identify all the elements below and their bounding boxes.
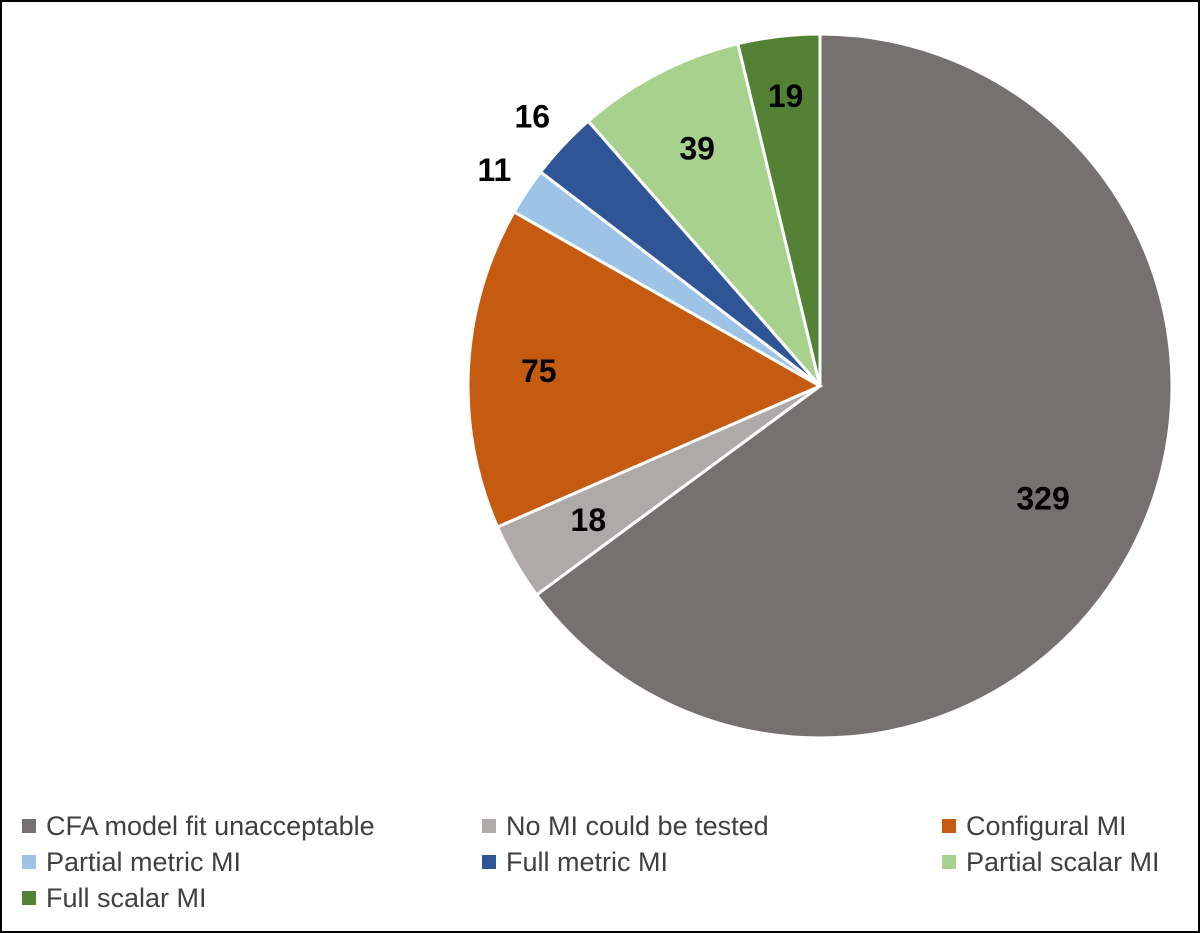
- legend-label: Full metric MI: [506, 846, 668, 877]
- legend-item-configural-mi: Configural MI: [942, 808, 1192, 844]
- legend-swatch: [22, 855, 36, 869]
- legend-label: Full scalar MI: [46, 882, 207, 913]
- legend-label: CFA model fit unacceptable: [46, 810, 375, 841]
- pie-slices: [466, 32, 1174, 740]
- data-label-configural-mi: 75: [521, 353, 557, 389]
- legend-swatch: [22, 819, 36, 833]
- data-label-cfa-model-fit-unacceptable: 329: [1016, 481, 1069, 517]
- legend-swatch: [482, 855, 496, 869]
- pie-slice-full-scalar-mi: [736, 32, 822, 387]
- legend-item-full-scalar-mi: Full scalar MI: [22, 880, 482, 916]
- legend-item-partial-scalar-mi: Partial scalar MI: [942, 844, 1192, 880]
- legend-label: Partial scalar MI: [966, 846, 1160, 877]
- data-label-partial-metric-mi: 11: [477, 152, 511, 188]
- legend-swatch: [22, 891, 36, 905]
- legend-item-full-metric-mi: Full metric MI: [482, 844, 942, 880]
- data-label-full-metric-mi: 16: [515, 98, 551, 134]
- pie-slice-partial-scalar-mi: [586, 41, 822, 387]
- legend-swatch: [942, 819, 956, 833]
- pie-slice-cfa-model-fit-unacceptable: [534, 32, 1174, 740]
- legend-item-partial-metric-mi: Partial metric MI: [22, 844, 482, 880]
- legend-label: Partial metric MI: [46, 846, 242, 877]
- legend-item-no-mi-could-be-tested: No MI could be tested: [482, 808, 942, 844]
- legend-label: No MI could be tested: [506, 810, 769, 841]
- legend-item-cfa-model-fit-unacceptable: CFA model fit unacceptable: [22, 808, 482, 844]
- chart-legend: CFA model fit unacceptable No MI could be…: [22, 808, 1192, 916]
- legend-label: Configural MI: [966, 810, 1127, 841]
- legend-swatch: [942, 855, 956, 869]
- data-label-no-mi-could-be-tested: 18: [571, 502, 607, 538]
- legend-swatch: [482, 819, 496, 833]
- data-label-partial-scalar-mi: 39: [679, 130, 715, 166]
- pie-slice-configural-mi: [466, 209, 824, 529]
- data-label-full-scalar-mi: 19: [768, 78, 804, 114]
